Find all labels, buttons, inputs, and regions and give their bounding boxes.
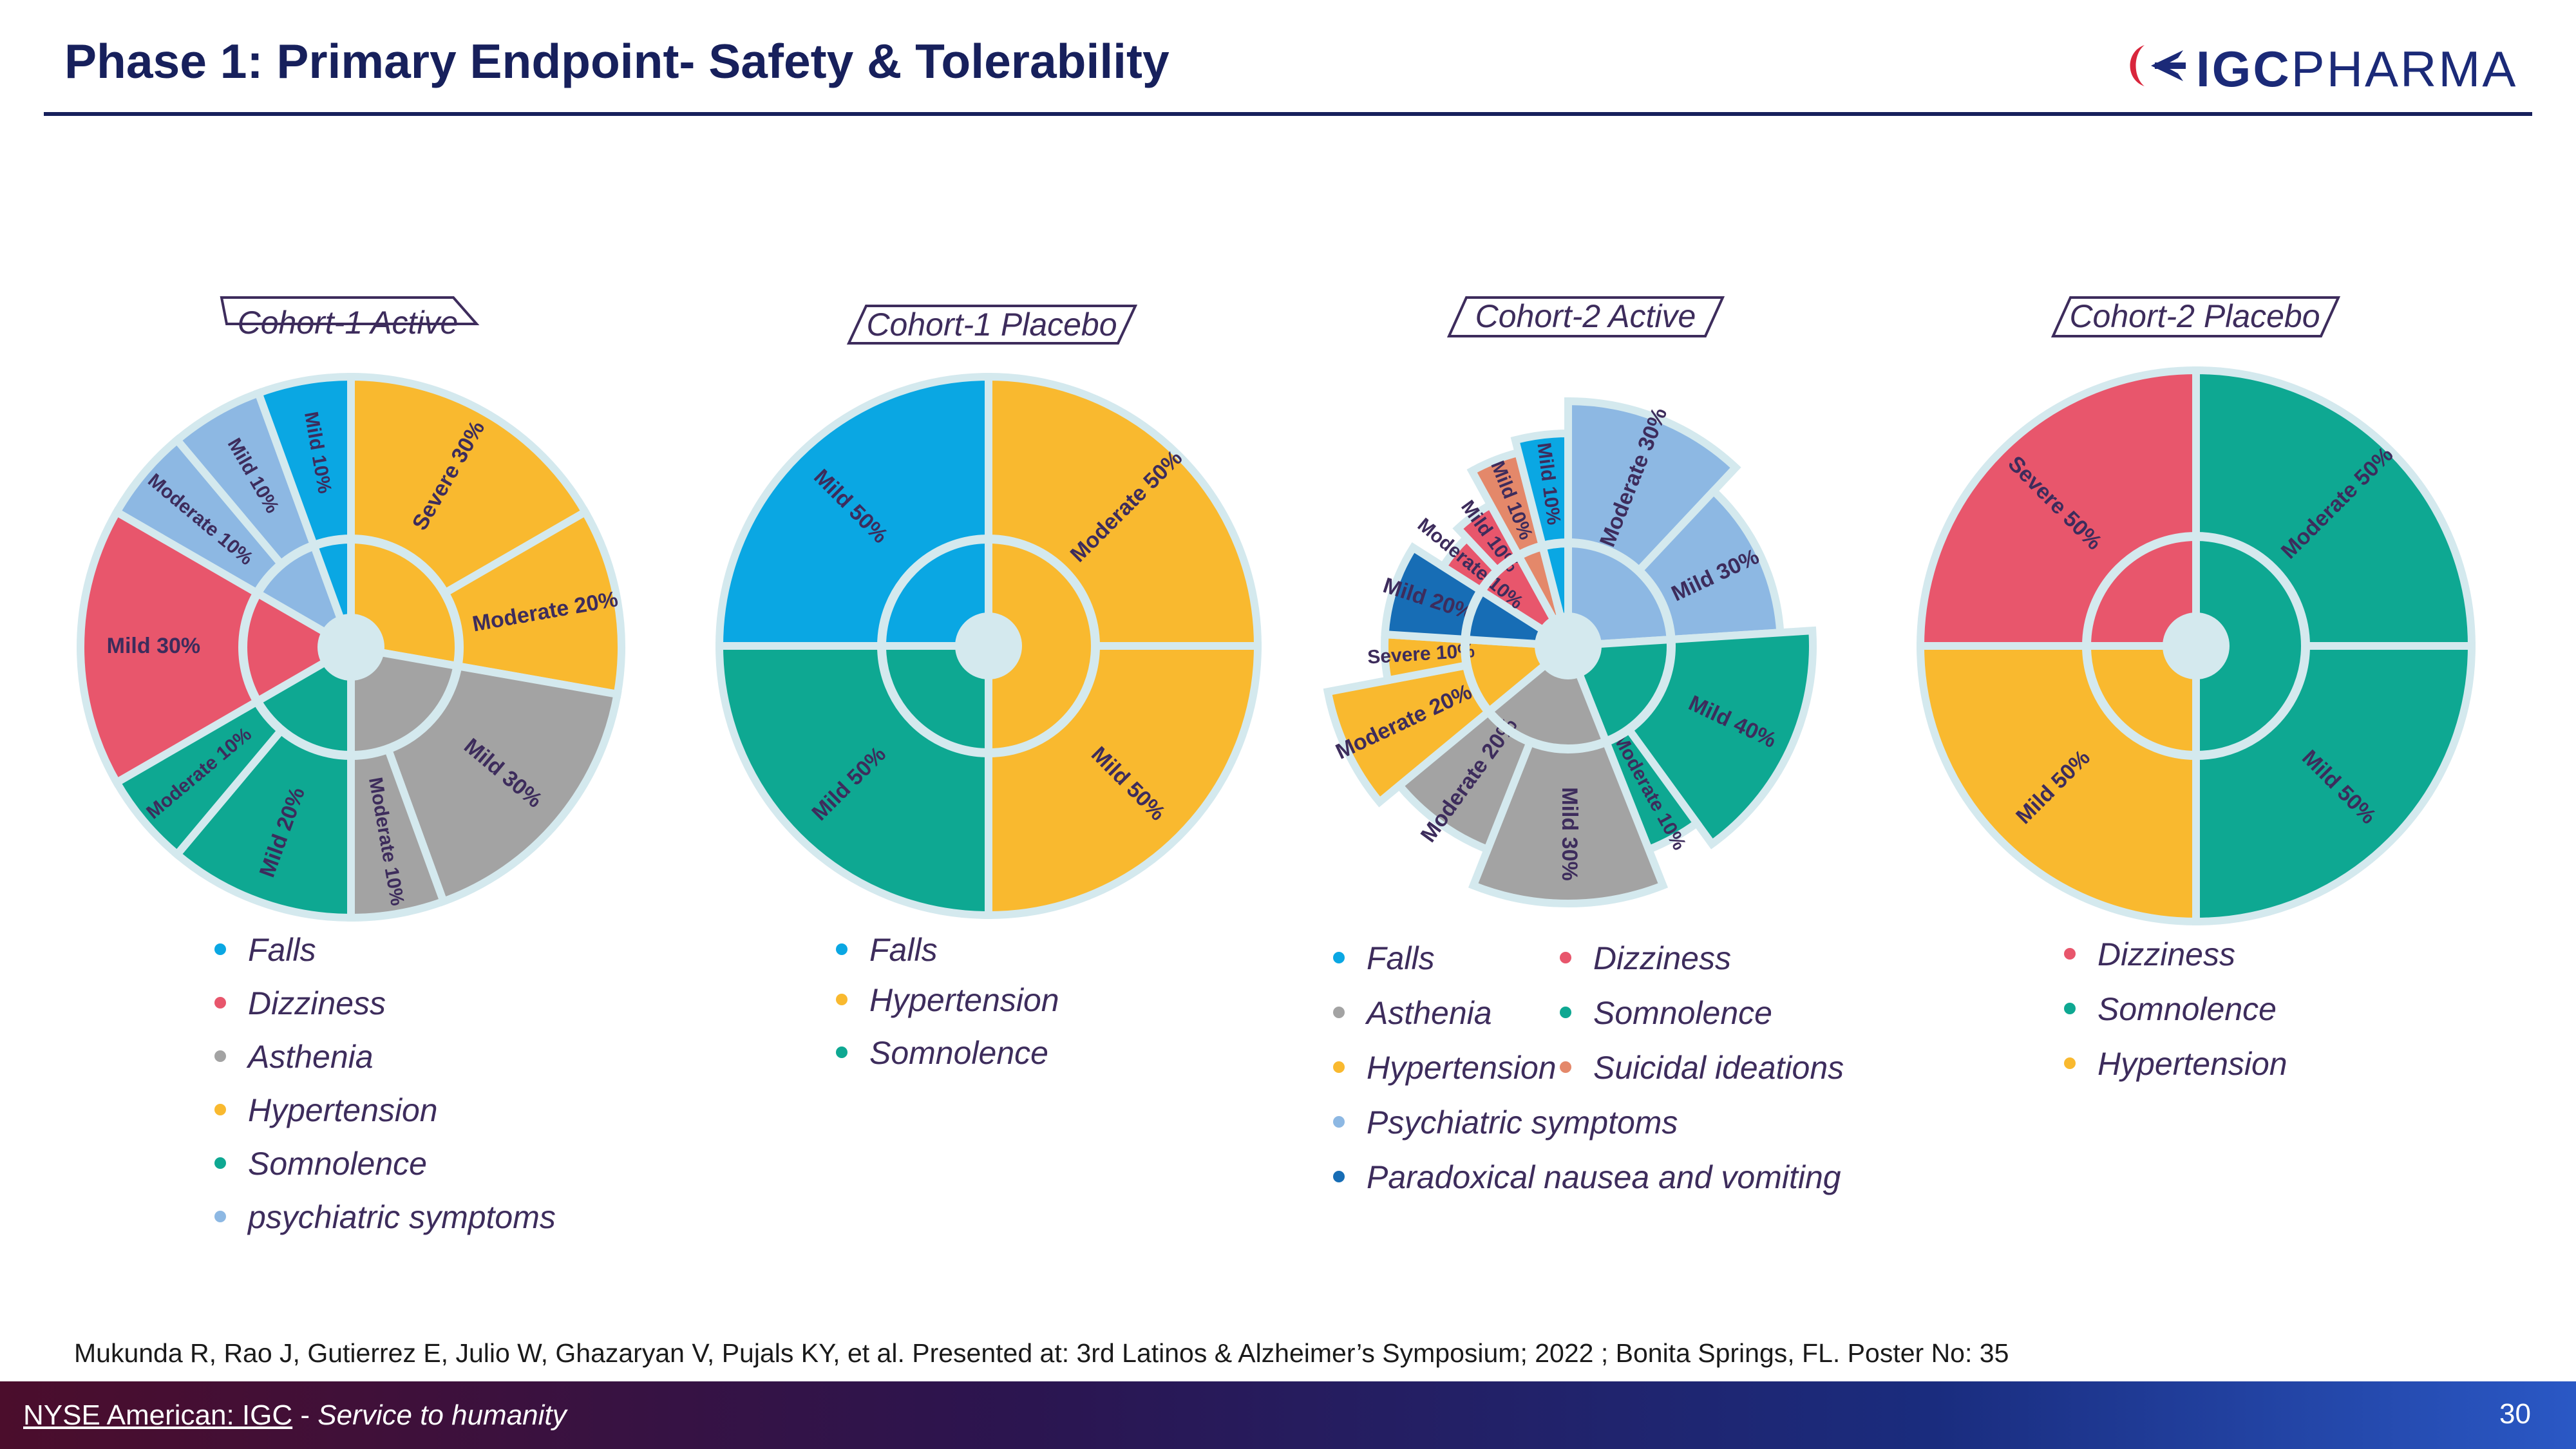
tagline: Service to humanity — [317, 1399, 567, 1431]
citation: Mukunda R, Rao J, Gutierrez E, Julio W, … — [74, 1338, 2009, 1368]
chart-title: Cohort-1 Placebo — [866, 307, 1117, 343]
legend-dot-icon — [1333, 1007, 1345, 1018]
legend-dot-icon — [1333, 1171, 1345, 1182]
inner-ring-border — [1461, 538, 1676, 753]
legend-dot-icon — [214, 943, 226, 955]
slice-label: Mild 30% — [1557, 787, 1582, 880]
chart-title-frame — [846, 305, 1138, 345]
legend-cohort-1-active: Falls Dizziness Asthenia Hypertension So… — [214, 927, 601, 1236]
legend-dot-icon — [214, 1211, 226, 1222]
page-title: Phase 1: Primary Endpoint- Safety & Tole… — [64, 34, 1170, 88]
legend-dot-icon — [1333, 1061, 1345, 1073]
exchange-link[interactable]: NYSE American: IGC — [23, 1399, 293, 1431]
legend-dot-icon — [1333, 1116, 1345, 1128]
legend-dot-icon — [2064, 1003, 2076, 1014]
inner-ring-border — [2082, 532, 2310, 760]
page-number: 30 — [2499, 1398, 2531, 1430]
chart-title-frame — [2050, 296, 2341, 337]
legend-cohort-2-placebo: Dizziness Somnolence Hypertension — [2064, 932, 2386, 1086]
legend-dot-icon — [2064, 1057, 2076, 1069]
pie-cohort-2-placebo: Cohort-2 Placebo Moderate 50%Mild 50%Mil… — [1916, 296, 2476, 926]
inner-ring-border — [877, 535, 1100, 757]
legend-dot-icon — [836, 1046, 848, 1058]
chart-title-frame — [220, 296, 480, 325]
legend-dot-icon — [1560, 952, 1571, 963]
chart-title: Cohort-2 Placebo — [2069, 298, 2320, 334]
pie-center-hub — [955, 612, 1022, 679]
legend-cohort-1-placebo: Falls Hypertension Somnolence — [836, 927, 1158, 1082]
footer-text: NYSE American: IGC - Service to humanity — [23, 1399, 567, 1431]
pie-cohort-1-active: Cohort-1 Active Severe 30%Moderate 20%Mi… — [77, 296, 625, 922]
pie-center-hub — [2163, 612, 2230, 679]
chart-title-frame — [1446, 296, 1725, 337]
legend-dot-icon — [2064, 948, 2076, 960]
legend-dot-icon — [836, 943, 848, 955]
logo-mark-icon — [2130, 45, 2186, 86]
legend-dot-icon — [836, 994, 848, 1005]
pie-center-hub — [317, 614, 384, 681]
logo-wordmark: IGCPHARMA — [2196, 41, 2518, 97]
pie-cohort-1-placebo: Cohort-1 Placebo Moderate 50%Mild 50%Mil… — [715, 305, 1262, 920]
chart-title: Cohort-1 Active — [238, 305, 459, 341]
legend-dot-icon — [1333, 952, 1345, 963]
legend-dot-icon — [214, 997, 226, 1009]
inner-ring-border — [238, 535, 464, 760]
legend-cohort-2-active: Falls Dizziness Asthenia Somnolence Hype… — [1333, 936, 1913, 1206]
legend-dot-icon — [1560, 1007, 1571, 1018]
legend-dot-icon — [214, 1050, 226, 1062]
legend-dot-icon — [1560, 1061, 1571, 1073]
footer-bar: NYSE American: IGC - Service to humanity… — [0, 1381, 2576, 1449]
legend-dot-icon — [214, 1104, 226, 1115]
slice-label: Mild 30% — [107, 634, 200, 658]
title-divider — [44, 112, 2532, 116]
legend-dot-icon — [214, 1157, 226, 1169]
chart-title: Cohort-2 Active — [1475, 298, 1696, 334]
company-logo: IGCPHARMA — [2119, 32, 2531, 99]
pie-cohort-2-active: Cohort-2 Active Moderate 30%Mild 30%Mild… — [1323, 296, 1817, 907]
pie-center-hub — [1535, 612, 1602, 679]
